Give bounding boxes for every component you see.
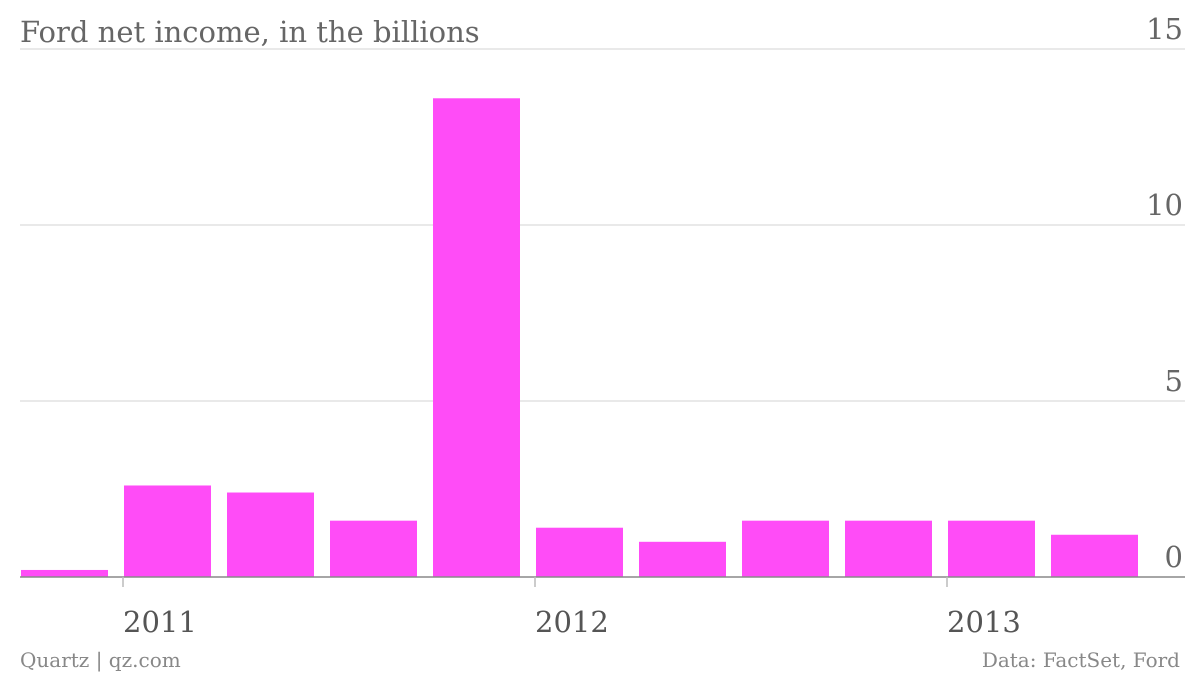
x-tick-label: 2011 [123, 605, 197, 639]
bar [536, 527, 623, 577]
bar [21, 569, 108, 577]
x-tick-label: 2013 [947, 605, 1021, 639]
bar [433, 98, 520, 577]
bar [948, 520, 1035, 577]
y-tick-label: 0 [1165, 540, 1183, 574]
x-tick-label: 2012 [535, 605, 609, 639]
bar [227, 492, 314, 577]
chart-title: Ford net income, in the billions [20, 15, 480, 49]
credit-text: Quartz | qz.com [20, 648, 181, 673]
bar [124, 485, 211, 577]
source-text: Data: FactSet, Ford [982, 648, 1180, 672]
bar [742, 520, 829, 577]
bar [1051, 534, 1138, 577]
y-tick-label: 5 [1165, 364, 1183, 398]
y-tick-label: 15 [1146, 12, 1183, 46]
gridlines: 0 5 10 15 [20, 12, 1185, 574]
bars [21, 98, 1138, 577]
bar [330, 520, 417, 577]
x-axis-ticks: 2011 2012 2013 [122, 577, 1021, 639]
bar [845, 520, 932, 577]
y-tick-label: 10 [1146, 188, 1183, 222]
bar [639, 541, 726, 577]
